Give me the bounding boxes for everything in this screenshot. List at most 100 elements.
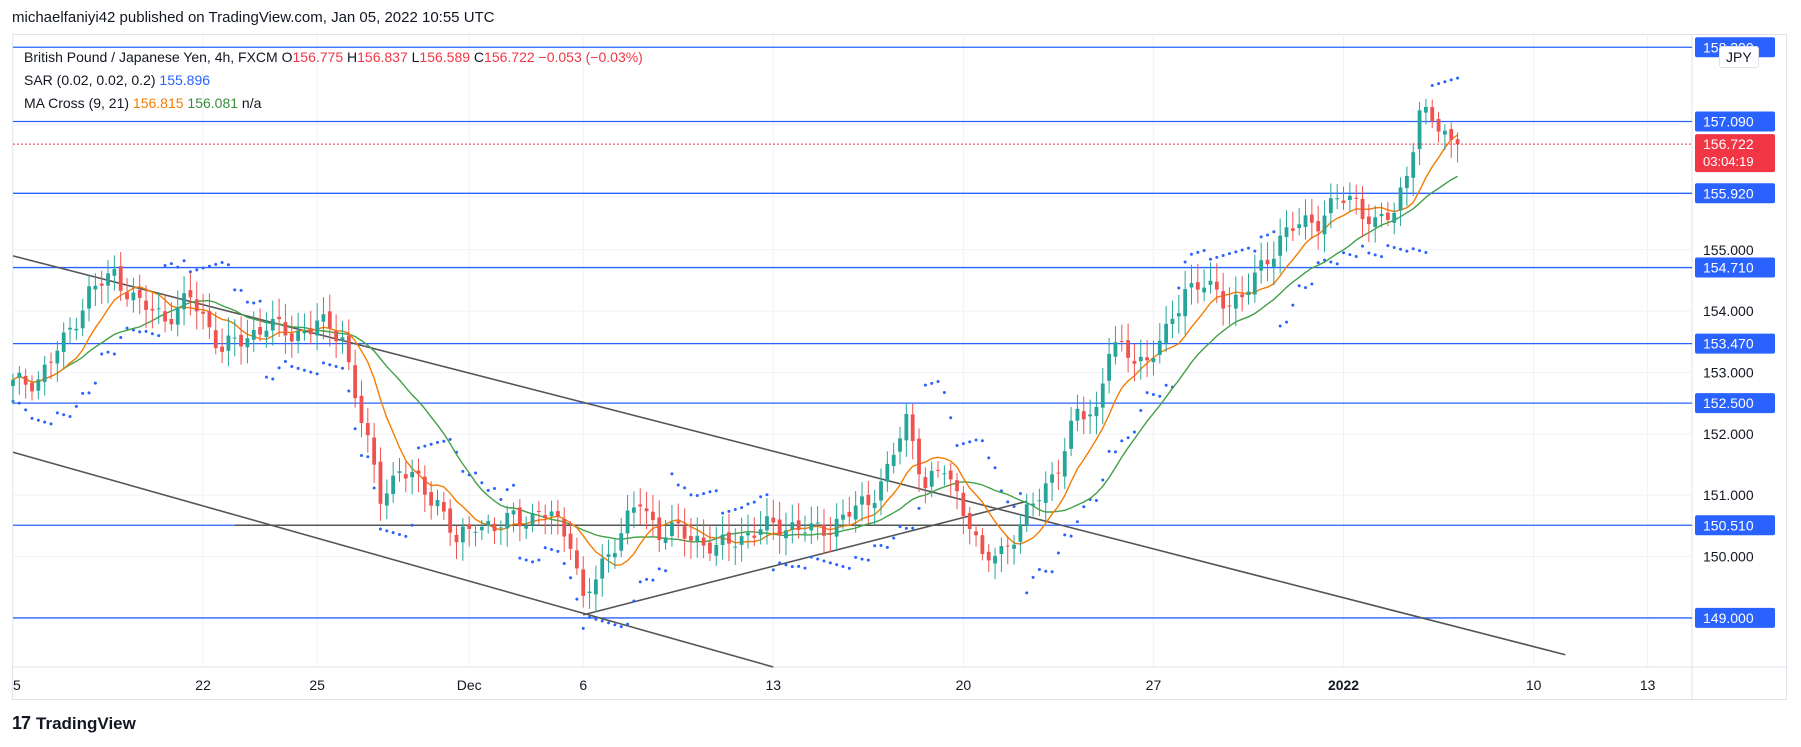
sar-dot <box>493 487 497 491</box>
candle-body <box>1366 216 1371 225</box>
candle-body <box>1037 500 1042 502</box>
candle-body <box>232 337 237 339</box>
candle-body <box>422 476 427 495</box>
candle-body <box>904 414 909 441</box>
candle-body <box>1056 472 1061 474</box>
candle-body <box>1183 289 1188 317</box>
sar-dot <box>1386 244 1390 248</box>
candle-body <box>1278 235 1283 256</box>
candle-body <box>517 507 522 527</box>
y-tick-label: 153.000 <box>1703 364 1754 380</box>
candle-body <box>175 307 180 325</box>
sar-dot <box>207 264 211 268</box>
candle-body <box>1075 408 1080 421</box>
legend-close-label: C <box>473 49 485 65</box>
candle-body <box>245 338 250 348</box>
sar-dot <box>1158 394 1162 398</box>
candle-body <box>1107 353 1112 381</box>
legend-ma-na: n/a <box>241 95 262 111</box>
sar-dot <box>271 377 275 381</box>
sar-dot <box>1246 246 1250 250</box>
candle-body <box>587 591 592 594</box>
sar-dot <box>404 534 408 538</box>
candle-body <box>1214 281 1219 290</box>
sar-dot <box>594 617 598 621</box>
candle-body <box>948 470 953 480</box>
candle-body <box>891 454 896 466</box>
sar-dot <box>841 565 845 569</box>
sar-dot <box>1037 567 1041 571</box>
level-price-tag <box>1695 183 1775 204</box>
x-tick-label: 20 <box>956 677 972 693</box>
candle-body <box>815 522 820 524</box>
candle-body <box>207 311 212 328</box>
sar-dot <box>17 401 21 405</box>
sar-dot <box>1304 286 1308 290</box>
candle-body <box>568 533 573 549</box>
currency-button[interactable]: JPY <box>1719 46 1759 68</box>
candle-body <box>1126 340 1131 358</box>
sar-dot <box>378 527 382 531</box>
sar-dot <box>556 549 560 553</box>
sar-dot <box>442 439 446 443</box>
level-price-label: 154.710 <box>1703 260 1754 276</box>
candle-body <box>1271 258 1276 267</box>
candle-body <box>841 514 845 520</box>
sar-dot <box>689 493 693 497</box>
tradingview-footer[interactable]: 17 TradingView <box>12 713 136 734</box>
sar-dot <box>524 558 528 562</box>
candle-body <box>68 327 72 330</box>
sar-dot <box>638 580 642 584</box>
candle-body <box>1322 215 1327 235</box>
sar-dot <box>847 566 851 570</box>
sar-dot <box>1265 233 1269 237</box>
candle-body <box>670 522 674 537</box>
level-price-tag <box>1695 515 1775 536</box>
sar-dot <box>397 533 401 537</box>
candle-body <box>1373 217 1378 228</box>
level-price-label: 150.510 <box>1703 517 1754 533</box>
candle-body <box>1411 152 1416 178</box>
candle-body <box>251 329 256 340</box>
sar-dot <box>1094 499 1098 503</box>
candle-body <box>11 379 15 386</box>
sar-dot <box>1075 520 1079 524</box>
sar-dot <box>607 621 611 625</box>
sar-dot <box>93 381 97 385</box>
sar-dot <box>1202 249 1206 253</box>
sar-dot <box>1025 591 1029 595</box>
sar-dot <box>683 486 687 490</box>
candle-body <box>555 511 560 517</box>
sar-dot <box>657 567 661 571</box>
level-price-label: 152.500 <box>1703 395 1754 411</box>
sar-dot <box>36 418 40 422</box>
sar-dot <box>727 509 731 513</box>
sar-dot <box>613 623 617 627</box>
x-tick-label: 27 <box>1146 677 1162 693</box>
sar-dot <box>1177 286 1181 290</box>
sar-dot <box>1373 253 1377 257</box>
sar-dot <box>283 360 287 364</box>
candle-body <box>125 292 129 300</box>
candle-body <box>302 331 307 334</box>
candle-body <box>613 553 617 558</box>
sar-dot <box>974 438 978 442</box>
sar-dot <box>461 469 465 473</box>
candle-body <box>334 330 339 342</box>
tradingview-logo-icon: 17 <box>12 713 31 733</box>
sar-dot <box>1012 504 1016 508</box>
sar-dot <box>619 625 623 629</box>
sar-dot <box>1278 324 1282 328</box>
candle-body <box>1221 291 1226 309</box>
sar-dot <box>220 261 224 265</box>
candle-body <box>727 532 731 544</box>
candle-body <box>860 496 864 505</box>
sar-dot <box>626 622 630 626</box>
candle-body <box>144 300 148 310</box>
candle-body <box>1081 411 1086 420</box>
sar-dot <box>512 483 516 487</box>
sar-dot <box>309 370 313 374</box>
sar-dot <box>55 411 59 415</box>
candle-body <box>1347 195 1352 201</box>
